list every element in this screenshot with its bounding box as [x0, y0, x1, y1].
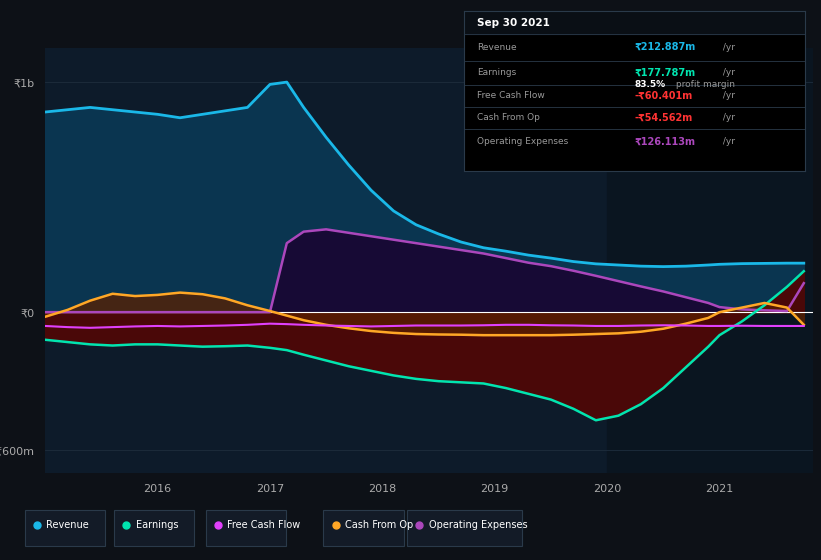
Text: Cash From Op: Cash From Op: [478, 113, 540, 122]
FancyBboxPatch shape: [25, 510, 105, 546]
Text: /yr: /yr: [720, 91, 735, 100]
Text: /yr: /yr: [720, 68, 735, 77]
Bar: [607, 48, 813, 473]
FancyBboxPatch shape: [205, 510, 287, 546]
Text: -₹54.562m: -₹54.562m: [635, 113, 692, 122]
Bar: [464, 11, 805, 34]
Text: profit margin: profit margin: [673, 80, 736, 89]
Text: 83.5%: 83.5%: [635, 80, 665, 89]
Text: -₹60.401m: -₹60.401m: [635, 91, 692, 101]
Text: Earnings: Earnings: [135, 520, 178, 530]
Text: Earnings: Earnings: [478, 68, 516, 77]
Text: Sep 30 2021: Sep 30 2021: [478, 18, 550, 28]
Text: /yr: /yr: [720, 113, 735, 122]
FancyBboxPatch shape: [323, 510, 404, 546]
Text: Revenue: Revenue: [47, 520, 89, 530]
Text: ₹177.787m: ₹177.787m: [635, 68, 695, 78]
FancyBboxPatch shape: [407, 510, 522, 546]
Text: ₹212.887m: ₹212.887m: [635, 42, 695, 52]
Text: ₹126.113m: ₹126.113m: [635, 136, 695, 146]
Text: Operating Expenses: Operating Expenses: [478, 137, 569, 146]
Text: Revenue: Revenue: [478, 43, 517, 52]
Text: /yr: /yr: [720, 43, 735, 52]
FancyBboxPatch shape: [113, 510, 195, 546]
Text: Cash From Op: Cash From Op: [346, 520, 414, 530]
Text: Free Cash Flow: Free Cash Flow: [227, 520, 300, 530]
Text: /yr: /yr: [720, 137, 735, 146]
Text: Free Cash Flow: Free Cash Flow: [478, 91, 545, 100]
Text: Operating Expenses: Operating Expenses: [429, 520, 527, 530]
